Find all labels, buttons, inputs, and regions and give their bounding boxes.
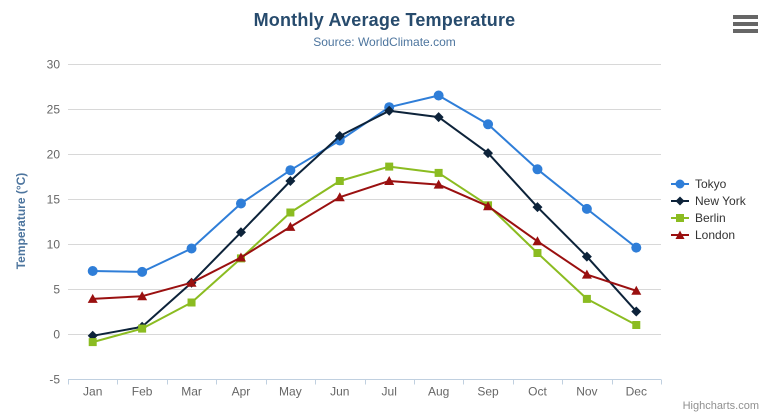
legend-item-berlin[interactable]: Berlin xyxy=(670,209,746,226)
data-point-berlin[interactable] xyxy=(434,168,443,177)
x-axis-label: Feb xyxy=(132,385,153,399)
data-point-berlin[interactable] xyxy=(533,249,542,257)
hamburger-bar xyxy=(733,15,758,19)
series-line-london xyxy=(91,180,638,300)
chart-title: Monthly Average Temperature xyxy=(253,10,516,30)
legend-item-london[interactable]: London xyxy=(670,226,746,243)
y-axis-label: 25 xyxy=(47,103,61,117)
data-point-tokyo[interactable] xyxy=(137,266,148,277)
data-point-berlin[interactable] xyxy=(138,324,147,333)
data-point-new-york[interactable] xyxy=(532,202,543,213)
data-point-new-york[interactable] xyxy=(581,251,592,262)
legend: Tokyo New York Berlin London xyxy=(670,175,746,243)
data-point-london[interactable] xyxy=(235,252,246,262)
data-point-new-york[interactable] xyxy=(483,148,494,159)
data-point-berlin[interactable] xyxy=(187,298,196,307)
data-point-tokyo[interactable] xyxy=(285,165,296,176)
legend-item-new-york[interactable]: New York xyxy=(670,192,746,209)
data-point-london[interactable] xyxy=(334,192,345,202)
x-axis-label: Nov xyxy=(576,385,597,399)
data-point-tokyo[interactable] xyxy=(631,242,642,253)
data-point-tokyo[interactable] xyxy=(235,198,246,209)
chart-subtitle: Source: WorldClimate.com xyxy=(313,35,456,49)
x-axis-label: Jan xyxy=(83,385,102,399)
legend-item-tokyo[interactable]: Tokyo xyxy=(670,175,746,192)
series-line-new-york xyxy=(91,109,638,337)
y-axis-label: -5 xyxy=(49,373,60,387)
data-point-berlin[interactable] xyxy=(286,208,295,217)
y-axis-title: Temperature (°C) xyxy=(14,173,28,270)
x-axis-label: May xyxy=(279,385,302,399)
data-point-tokyo[interactable] xyxy=(532,164,543,175)
data-point-new-york[interactable] xyxy=(384,105,395,116)
y-axis-label: 10 xyxy=(47,238,61,252)
data-point-london[interactable] xyxy=(483,201,494,211)
data-point-london[interactable] xyxy=(87,293,98,303)
hamburger-bar xyxy=(733,29,758,33)
legend-label: London xyxy=(695,227,736,242)
data-point-london[interactable] xyxy=(433,179,444,189)
data-point-new-york[interactable] xyxy=(433,112,444,123)
series-line-berlin xyxy=(91,165,638,344)
x-axis-label: Dec xyxy=(626,385,647,399)
data-point-new-york[interactable] xyxy=(334,131,345,141)
data-point-london[interactable] xyxy=(581,269,592,279)
square-marker-icon xyxy=(671,213,689,222)
data-point-tokyo[interactable] xyxy=(186,243,197,254)
x-axis-label: Mar xyxy=(181,385,202,399)
data-point-new-york[interactable] xyxy=(285,176,296,186)
data-point-new-york[interactable] xyxy=(235,227,246,238)
data-point-tokyo[interactable] xyxy=(87,266,98,276)
y-axis-label: 20 xyxy=(47,148,61,162)
triangle-marker-icon xyxy=(671,230,689,239)
y-axis-label: 5 xyxy=(53,283,60,297)
y-axis-label: 0 xyxy=(53,328,60,342)
data-point-berlin[interactable] xyxy=(335,177,344,185)
y-axis-label: 30 xyxy=(47,58,61,72)
legend-label: New York xyxy=(695,193,746,208)
x-axis-label: Sep xyxy=(477,385,499,399)
legend-label: Berlin xyxy=(695,210,726,225)
data-point-london[interactable] xyxy=(186,277,197,287)
data-point-london[interactable] xyxy=(384,176,395,185)
data-point-london[interactable] xyxy=(137,291,148,301)
data-point-tokyo[interactable] xyxy=(581,203,592,214)
data-point-berlin[interactable] xyxy=(582,294,591,303)
y-axis-label: 15 xyxy=(47,193,61,207)
data-point-london[interactable] xyxy=(532,236,543,246)
series-line-tokyo xyxy=(91,94,638,273)
data-point-new-york[interactable] xyxy=(631,306,642,317)
data-point-berlin[interactable] xyxy=(385,162,394,171)
data-point-berlin[interactable] xyxy=(88,338,97,347)
circle-marker-icon xyxy=(671,179,689,188)
hamburger-menu-icon[interactable] xyxy=(733,15,758,33)
diamond-marker-icon xyxy=(671,196,689,205)
data-point-london[interactable] xyxy=(631,285,642,295)
data-point-london[interactable] xyxy=(285,221,296,231)
hamburger-bar xyxy=(733,22,758,26)
x-axis-label: Oct xyxy=(528,385,547,399)
data-point-tokyo[interactable] xyxy=(483,119,494,130)
data-point-tokyo[interactable] xyxy=(433,90,444,101)
x-axis-label: Jul xyxy=(382,385,397,399)
x-axis-label: Jun xyxy=(330,385,349,399)
x-axis-label: Aug xyxy=(428,385,449,399)
data-point-berlin[interactable] xyxy=(632,321,641,329)
x-axis-label: Apr xyxy=(232,385,251,399)
legend-label: Tokyo xyxy=(695,176,727,191)
highcharts-credits-link[interactable]: Highcharts.com xyxy=(682,400,759,412)
